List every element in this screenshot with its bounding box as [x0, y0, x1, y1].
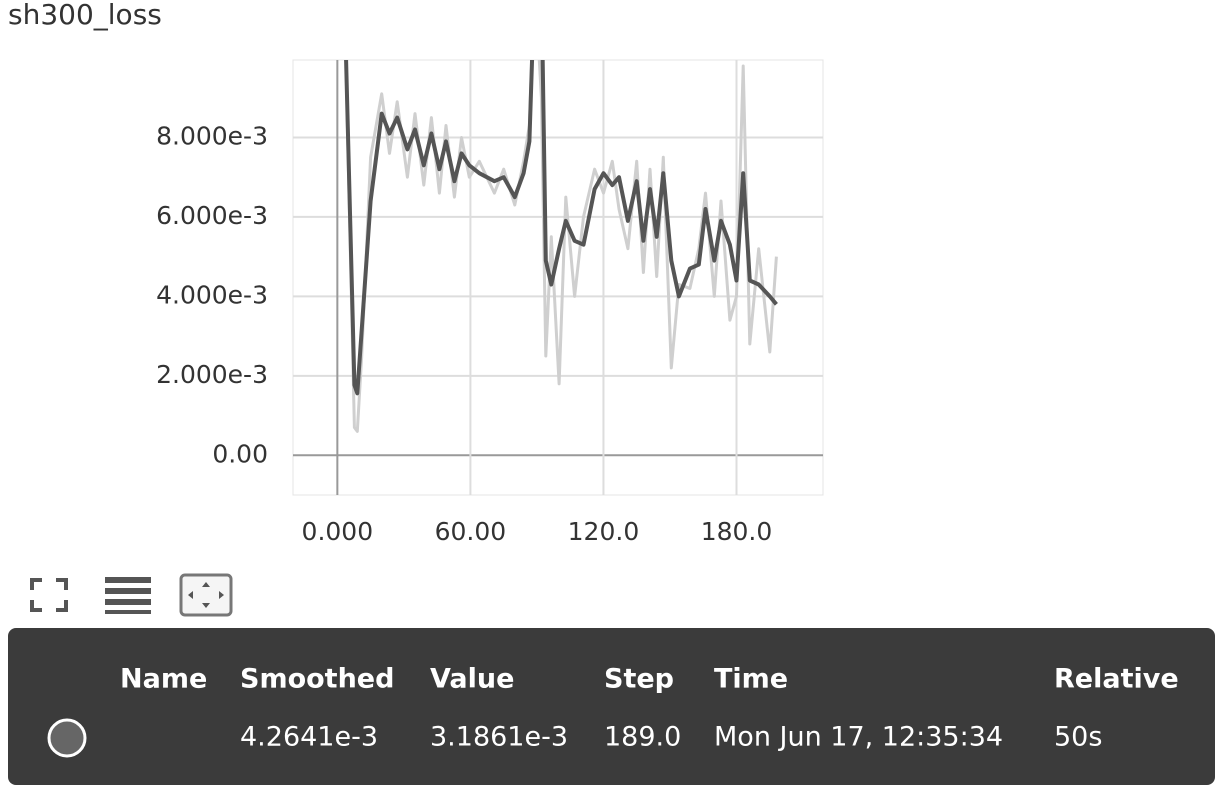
- tooltip-cell: Mon Jun 17, 12:35:34: [714, 722, 1003, 753]
- y-tick-label: 8.000e-3: [156, 121, 268, 150]
- y-tick-label: 4.000e-3: [156, 280, 268, 309]
- y-tick-label: 2.000e-3: [156, 360, 268, 389]
- x-tick-label: 120.0: [568, 517, 640, 546]
- tooltip-header: Step: [604, 664, 674, 695]
- toolbar: [30, 573, 233, 617]
- toggle-log-icon[interactable]: [105, 577, 151, 614]
- series-line: [344, 60, 778, 433]
- tooltip-header: Smoothed: [240, 664, 394, 695]
- tooltip: Name Smoothed Value Step Time Relative 4.2641e…: [8, 628, 1215, 785]
- tooltip-cell: 189.0: [604, 722, 681, 753]
- tooltip-cell: 50s: [1054, 722, 1102, 753]
- plot-area: [292, 59, 824, 496]
- tooltip-header: Relative: [1054, 664, 1179, 695]
- x-tick-label: 180.0: [701, 517, 773, 546]
- fit-domain-icon[interactable]: [179, 573, 233, 617]
- series-swatch: [47, 718, 87, 758]
- series-line: [344, 60, 778, 396]
- tooltip-header: Name: [120, 664, 207, 695]
- card-title: sh300_loss: [8, 0, 162, 31]
- tooltip-header: Value: [430, 664, 514, 695]
- tooltip-cell: 4.2641e-3: [240, 722, 378, 753]
- y-tick-label: 0.00: [212, 439, 268, 468]
- y-tick-label: 6.000e-3: [156, 201, 268, 230]
- x-tick-label: 0.000: [302, 517, 374, 546]
- tooltip-cell: 3.1861e-3: [430, 722, 568, 753]
- fullscreen-icon[interactable]: [30, 578, 68, 612]
- x-tick-label: 60.00: [435, 517, 507, 546]
- tooltip-header: Time: [714, 664, 788, 695]
